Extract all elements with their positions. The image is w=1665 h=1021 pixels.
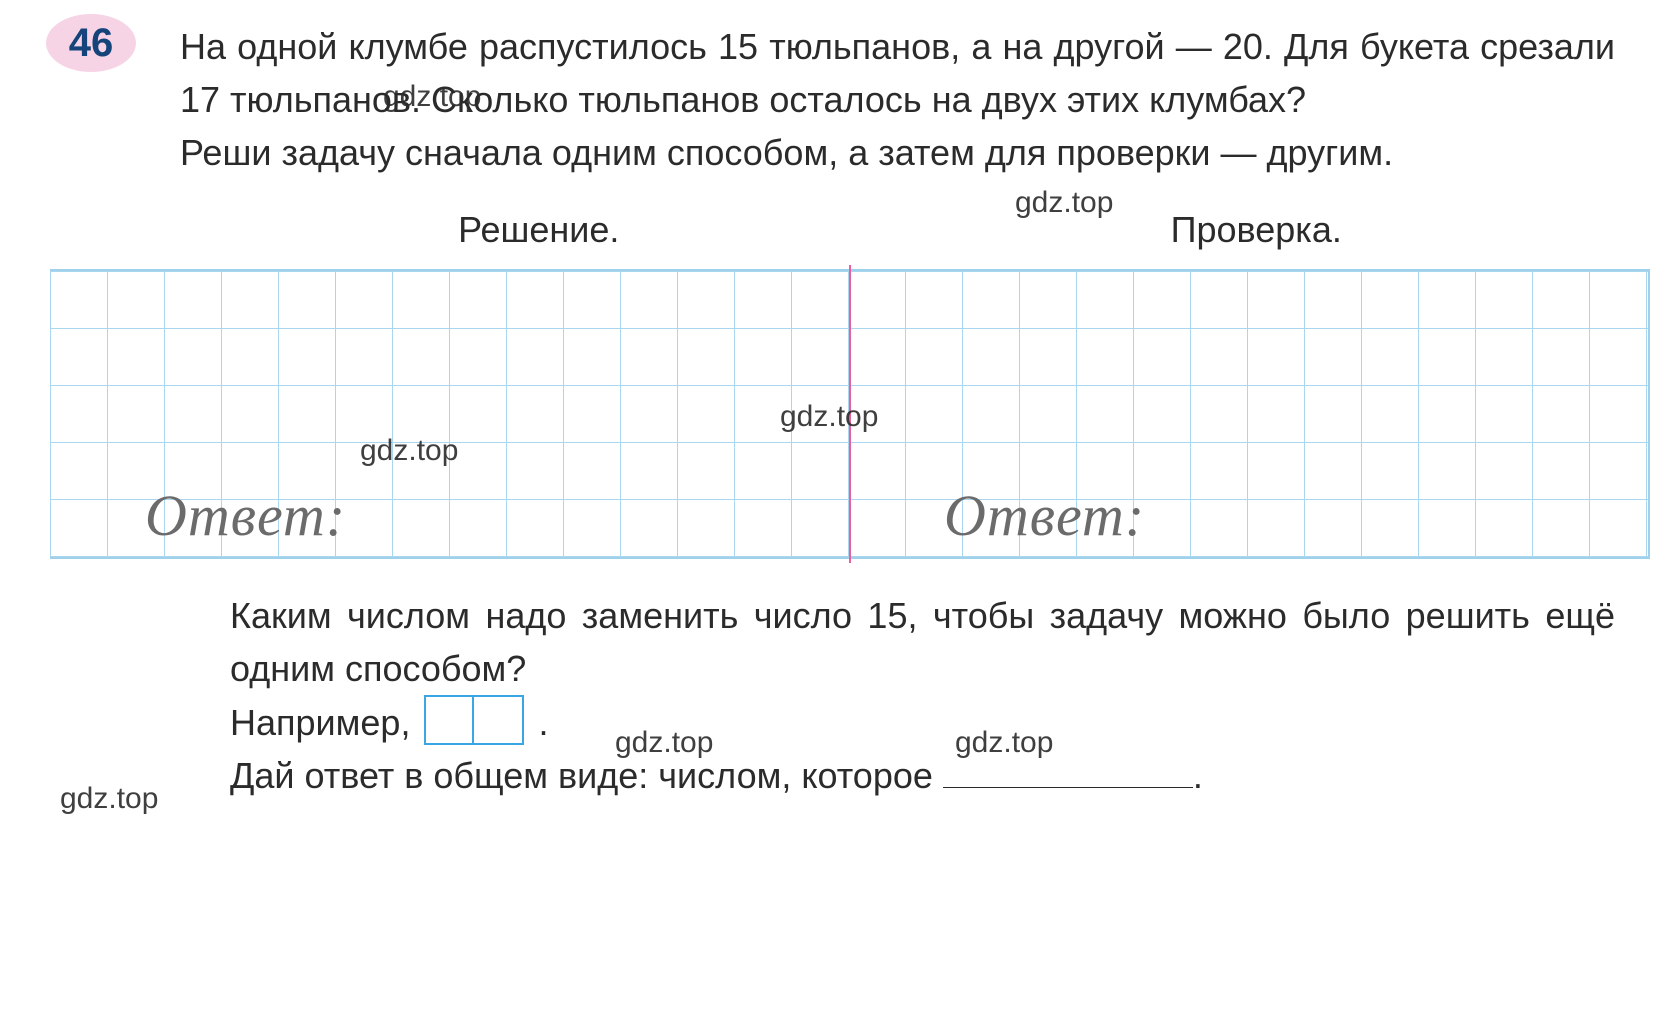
work-grid: Ответ: Ответ: [50, 269, 1650, 559]
problem-number: 46 [69, 21, 114, 66]
work-grid-divider [849, 265, 851, 563]
followup-question-1: Каким числом надо заменить число 15, что… [230, 589, 1615, 695]
example-cell-2[interactable] [474, 695, 524, 745]
problem-text-block: На одной клумбе распустилось 15 тюльпано… [180, 20, 1615, 179]
followup-general-suffix: . [1193, 755, 1203, 796]
answer-label-right: Ответ: [944, 482, 1145, 549]
answer-label-left: Ответ: [145, 482, 346, 549]
solution-heading-right: Проверка. [898, 209, 1616, 251]
watermark: gdz.top [60, 782, 158, 816]
example-cell-1[interactable] [424, 695, 474, 745]
followup-general-blank[interactable] [943, 755, 1193, 788]
problem-text-line-2: Реши задачу сначала одним способом, а за… [180, 126, 1615, 179]
solution-headings-row: Решение. Проверка. [180, 209, 1615, 251]
page: 46 На одной клумбе распустилось 15 тюльп… [0, 0, 1665, 1021]
followup-general-prefix: Дай ответ в общем виде: числом, которое [230, 755, 933, 796]
followup-general-line: Дай ответ в общем виде: числом, которое … [230, 749, 1615, 802]
problem-number-badge: 46 [46, 14, 136, 72]
solution-heading-left: Решение. [180, 209, 898, 251]
problem-text-line-1: На одной клумбе распустилось 15 тюльпано… [180, 20, 1615, 126]
followup-example-dot: . [538, 702, 548, 743]
followup-block: Каким числом надо заменить число 15, что… [230, 589, 1615, 802]
followup-example-line: Например, . [230, 695, 1615, 749]
example-answer-cells[interactable] [424, 695, 524, 745]
followup-example-label: Например, [230, 702, 410, 743]
